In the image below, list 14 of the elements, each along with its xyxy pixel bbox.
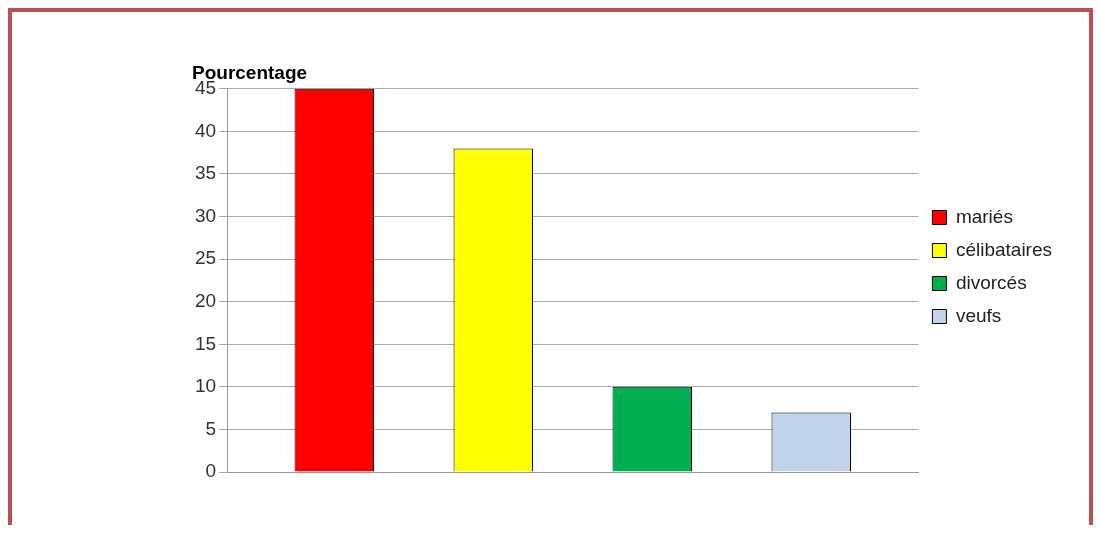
y-tick-label: 0 <box>205 460 217 482</box>
y-tick-label: 5 <box>205 417 217 439</box>
y-tick-label: 20 <box>194 289 217 311</box>
legend-label: mariés <box>955 205 1013 227</box>
y-tick-label: 25 <box>194 247 217 269</box>
y-tick-label: 10 <box>194 375 217 397</box>
y-tick-label: 40 <box>194 119 217 141</box>
y-tick-label: 35 <box>194 162 217 184</box>
legend-label: divorcés <box>955 271 1027 293</box>
y-tick-label: 30 <box>194 204 217 226</box>
y-tick-label: 15 <box>194 332 217 354</box>
y-axis-title: Pourcentage <box>192 61 308 83</box>
legend-label: veufs <box>955 304 1002 326</box>
legend-label: célibataires <box>955 238 1053 260</box>
